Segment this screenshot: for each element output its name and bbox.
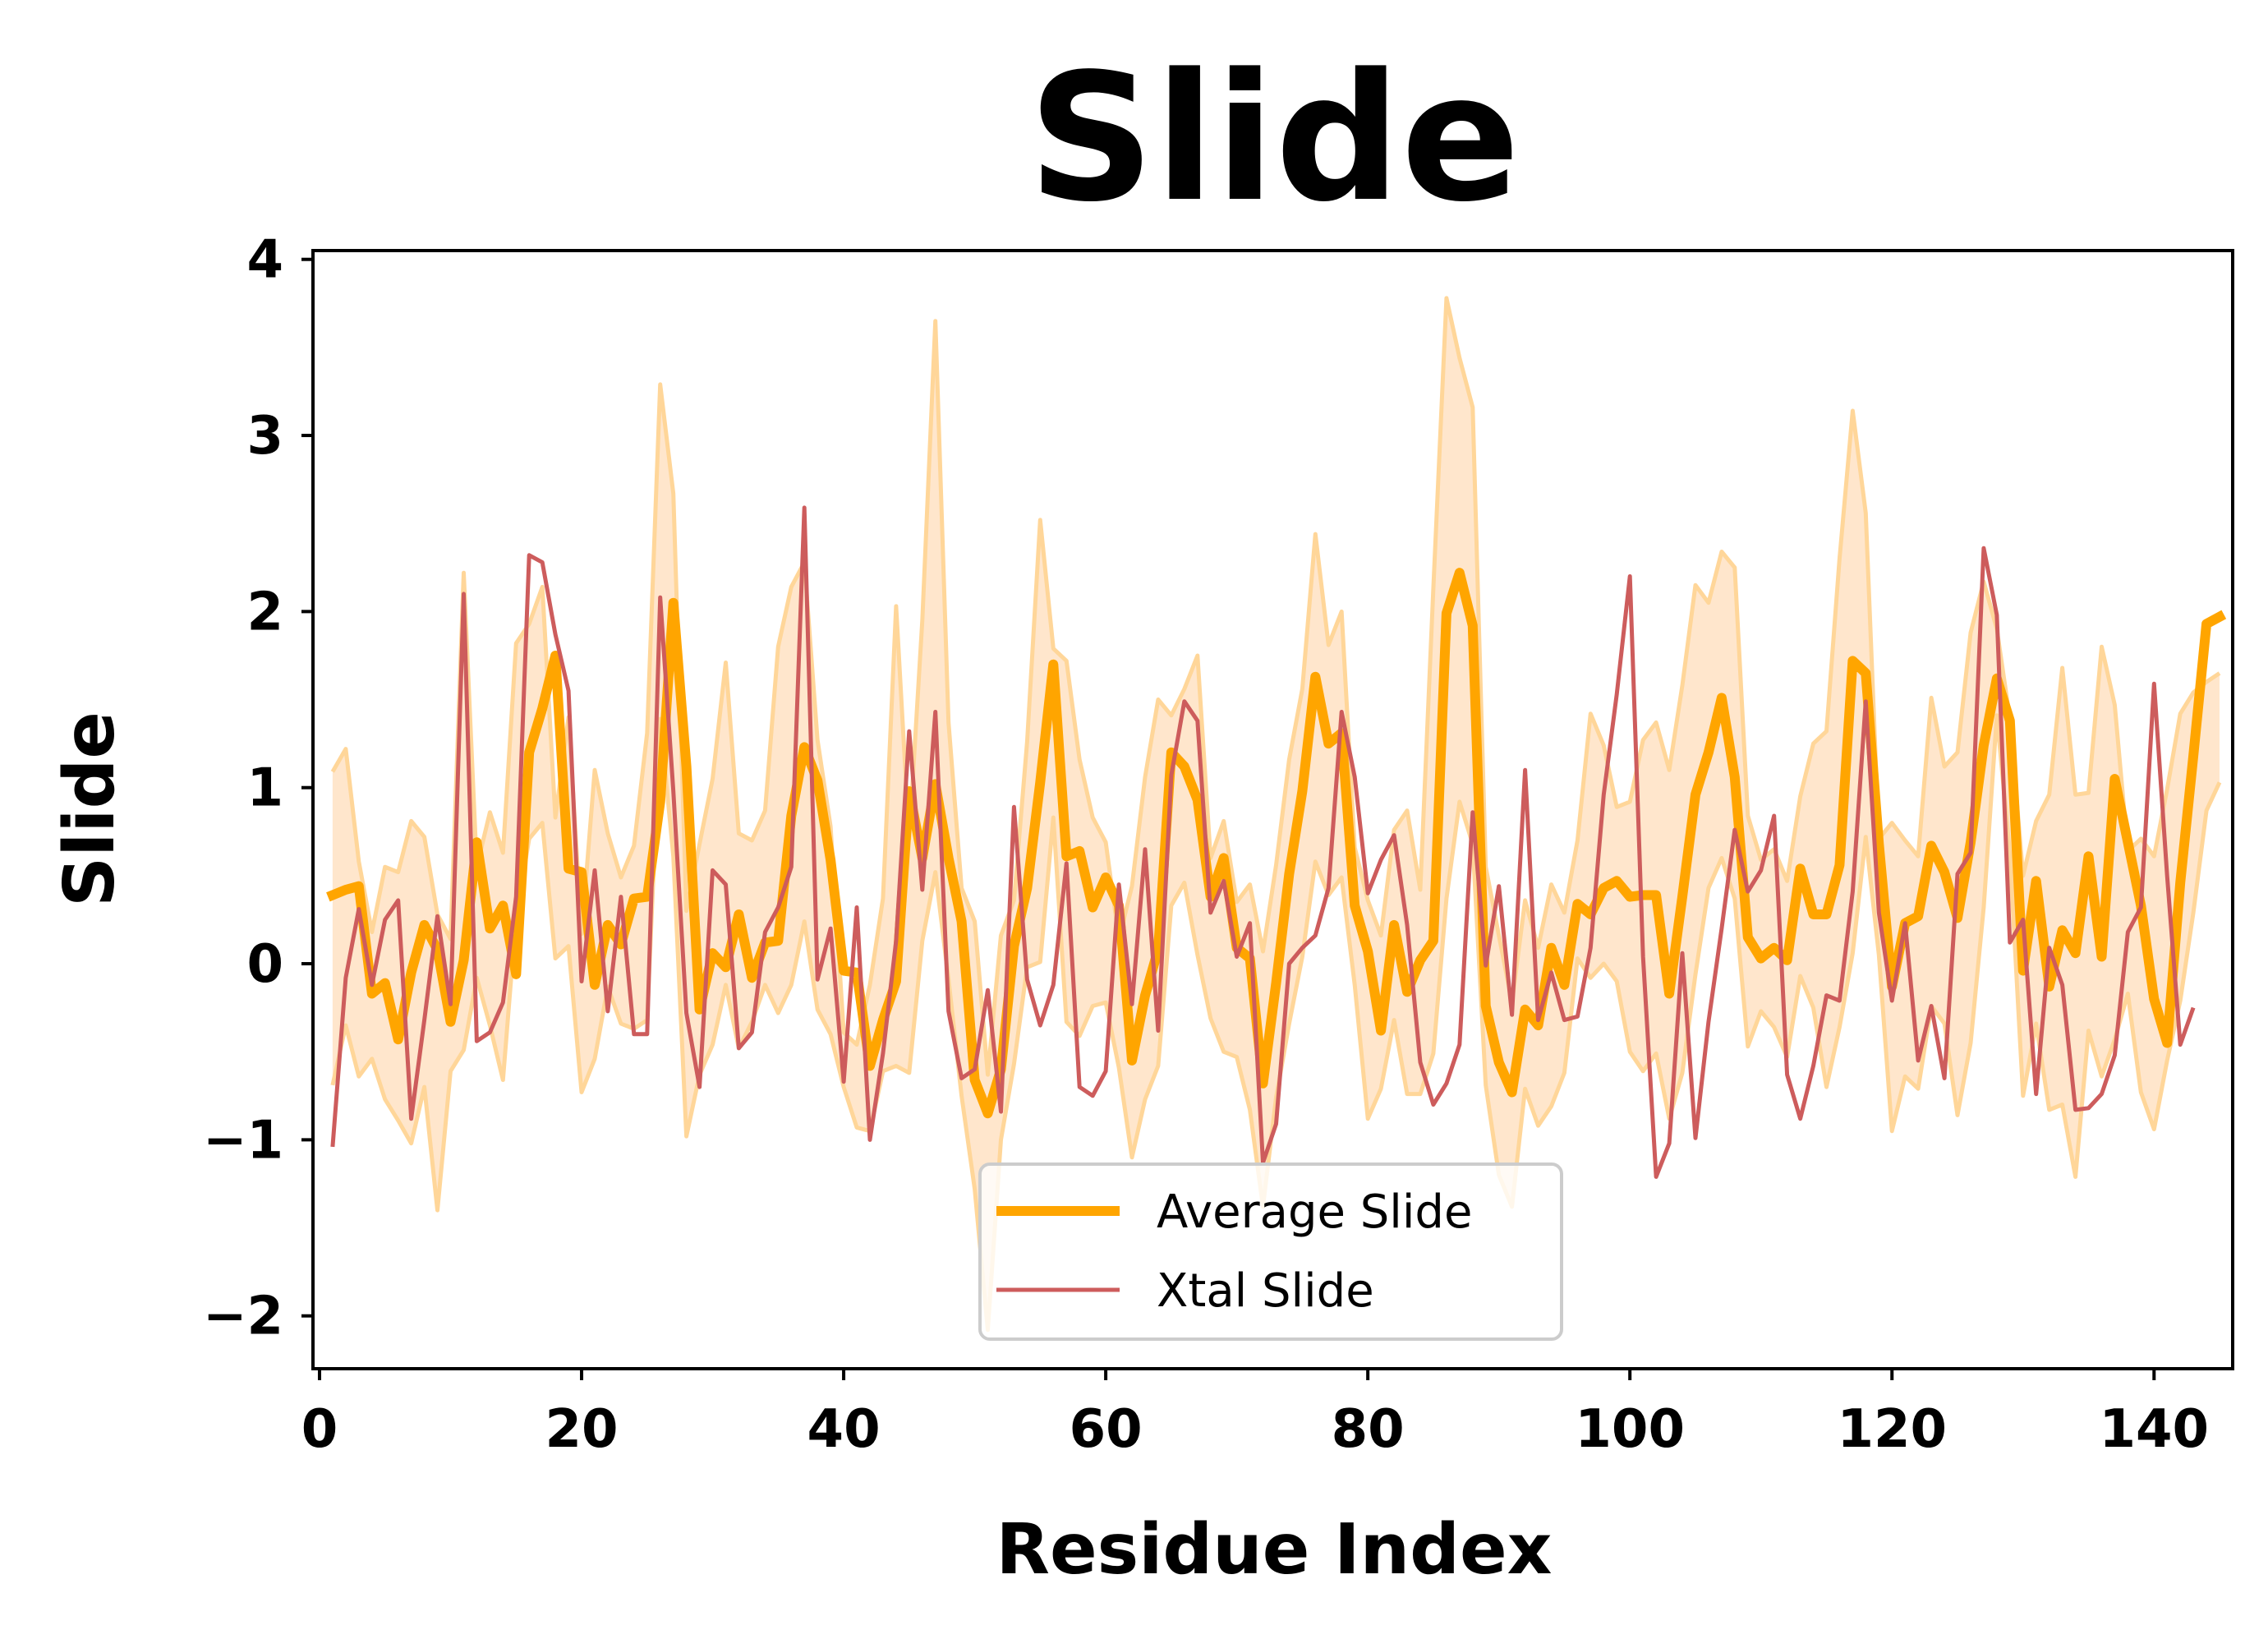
y-tick-label: 4 bbox=[246, 230, 283, 291]
legend-label-average: Average Slide bbox=[1157, 1186, 1472, 1239]
legend: Average Slide Xtal Slide bbox=[978, 1162, 1563, 1341]
y-tick-label: 1 bbox=[246, 758, 283, 819]
x-axis-label: Residue Index bbox=[996, 1509, 1553, 1591]
x-tick-label: 40 bbox=[807, 1399, 881, 1460]
plot-frame bbox=[311, 249, 2234, 1370]
legend-label-xtal: Xtal Slide bbox=[1157, 1264, 1374, 1318]
chart-title: Slide bbox=[1028, 36, 1520, 241]
y-tick-label: 3 bbox=[246, 406, 283, 467]
y-tick-label: −1 bbox=[203, 1110, 283, 1171]
y-axis-ticks: −2 −1 0 1 2 3 4 bbox=[203, 230, 313, 1347]
y-tick-label: 0 bbox=[246, 934, 283, 995]
x-tick-label: 120 bbox=[1837, 1399, 1947, 1460]
std-band-upper-line bbox=[330, 296, 2221, 1077]
x-tick-label: 140 bbox=[2099, 1399, 2209, 1460]
x-tick-label: 100 bbox=[1575, 1399, 1685, 1460]
x-axis-ticks: 0 20 40 60 80 100 120 140 bbox=[301, 1369, 2209, 1460]
y-tick-label: −2 bbox=[203, 1287, 283, 1347]
x-tick-label: 80 bbox=[1332, 1399, 1405, 1460]
x-tick-label: 60 bbox=[1070, 1399, 1143, 1460]
y-tick-label: 2 bbox=[246, 582, 283, 642]
y-axis-label: Slide bbox=[49, 711, 131, 907]
x-tick-label: 0 bbox=[301, 1399, 338, 1460]
x-tick-label: 20 bbox=[545, 1399, 618, 1460]
legend-box bbox=[978, 1162, 1563, 1341]
